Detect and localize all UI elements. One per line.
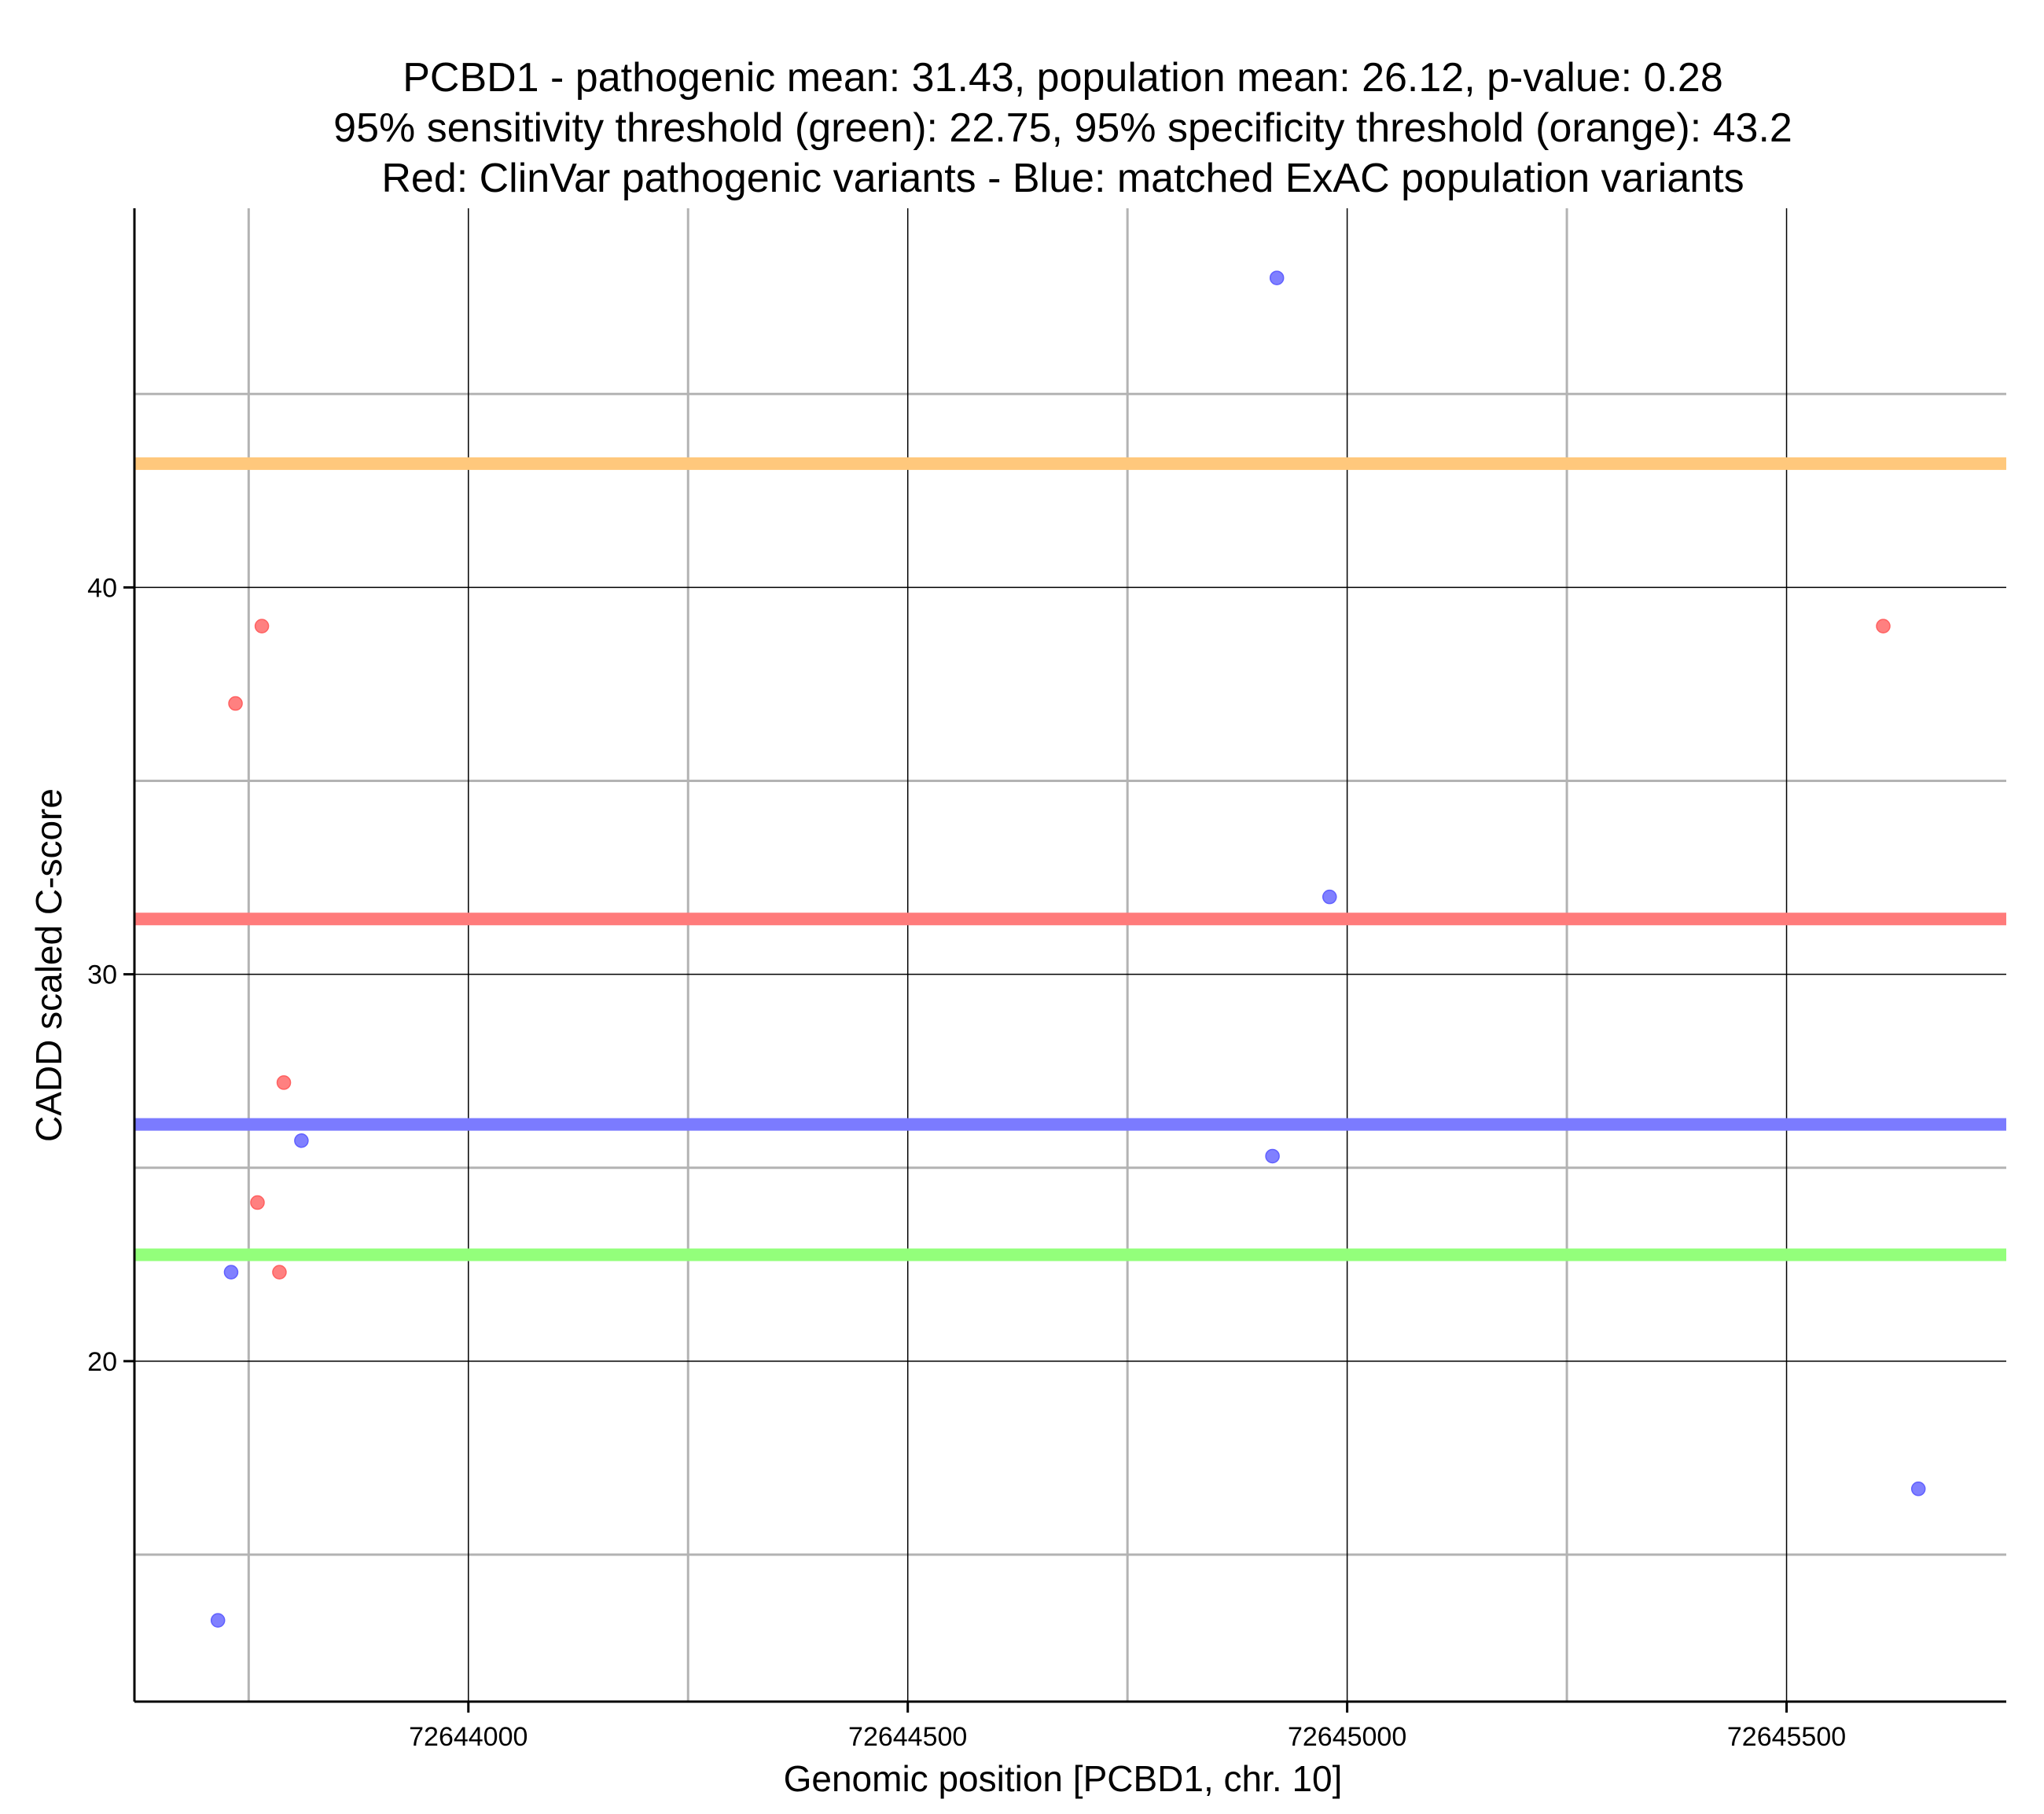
pathogenic-point-5 bbox=[1876, 619, 1891, 633]
chart-title-line-2: 95% sensitivity threshold (green): 22.75… bbox=[333, 105, 1792, 151]
population-point-3 bbox=[1269, 270, 1285, 285]
axes bbox=[133, 208, 2006, 1703]
y-tick-label-1: 30 bbox=[87, 960, 117, 990]
population-point-4 bbox=[1265, 1148, 1280, 1164]
x-axis-ticks: 72644000 72644500 72645000 72645500 bbox=[409, 1702, 1846, 1752]
pathogenic-point-3 bbox=[272, 1265, 287, 1280]
reference-lines bbox=[134, 457, 2006, 1261]
pathogenic-point-4 bbox=[276, 1075, 292, 1090]
pathogenic-point-2 bbox=[250, 1195, 265, 1210]
minor-gridlines bbox=[134, 208, 2006, 1702]
x-tick-label-0: 72644000 bbox=[409, 1722, 528, 1752]
y-axis-title: CADD scaled C-score bbox=[28, 788, 69, 1142]
x-tick-label-1: 72644500 bbox=[848, 1722, 967, 1752]
population-point-2 bbox=[294, 1133, 309, 1148]
y-axis-ticks: 20 30 40 bbox=[87, 573, 134, 1377]
chart-title-line-1: PCBD1 - pathogenic mean: 31.43, populati… bbox=[403, 55, 1723, 101]
data-points bbox=[210, 270, 1926, 1628]
chart-title-line-3: Red: ClinVar pathogenic variants - Blue:… bbox=[381, 156, 1744, 201]
chart-title: PCBD1 - pathogenic mean: 31.43, populati… bbox=[333, 55, 1792, 201]
x-tick-label-2: 72645000 bbox=[1288, 1722, 1406, 1752]
x-tick-label-3: 72645500 bbox=[1727, 1722, 1846, 1752]
y-tick-label-2: 40 bbox=[87, 573, 117, 603]
population-point-5 bbox=[1322, 889, 1337, 905]
pathogenic-point-1 bbox=[254, 619, 270, 633]
x-axis-title: Genomic position [PCBD1, chr. 10] bbox=[784, 1758, 1343, 1799]
major-gridlines bbox=[134, 208, 2006, 1702]
population-point-1 bbox=[223, 1265, 239, 1280]
population-point-0 bbox=[210, 1613, 226, 1628]
pathogenic-point-0 bbox=[228, 696, 243, 711]
y-tick-label-0: 20 bbox=[87, 1347, 117, 1377]
population-point-6 bbox=[1910, 1482, 1926, 1496]
